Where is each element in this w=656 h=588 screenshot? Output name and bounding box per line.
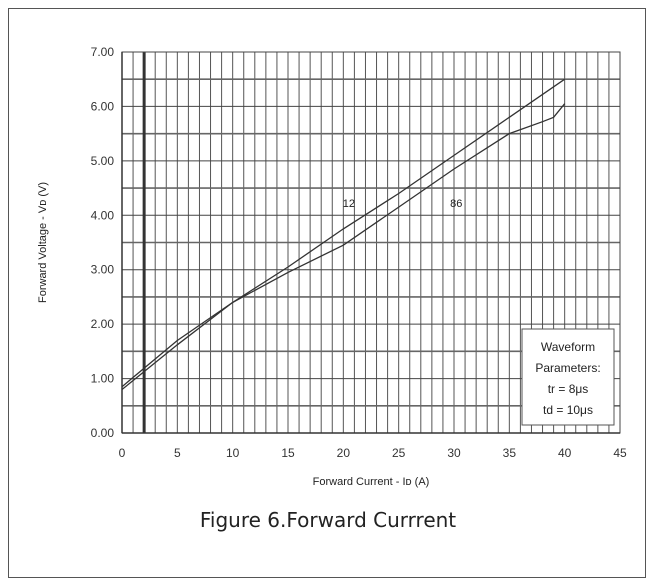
y-tick-label: 4.00 [91, 208, 115, 222]
legend-line: Parameters: [535, 361, 600, 375]
y-tick-label: 7.00 [91, 45, 115, 59]
x-tick-label: 10 [226, 446, 240, 460]
x-tick-label: 35 [503, 446, 517, 460]
annotation-label: 86 [450, 198, 462, 210]
axes [121, 51, 621, 434]
x-tick-label: 0 [119, 446, 126, 460]
curve-annotations: 12 86 [343, 198, 463, 210]
legend-line: Waveform [541, 340, 595, 354]
legend-line: tr = 8μs [548, 382, 589, 396]
annotation-label: 12 [343, 198, 355, 210]
legend-box [521, 328, 615, 426]
y-tick-label: 2.00 [91, 317, 115, 331]
x-tick-label: 45 [613, 446, 627, 460]
y-tick-label: 6.00 [91, 99, 115, 113]
waveform-legend: Waveform Parameters: tr = 8μs td = 10μs [521, 328, 615, 426]
legend-line: td = 10μs [543, 403, 593, 417]
y-tick-label: 1.00 [91, 372, 115, 386]
x-tick-label: 5 [174, 446, 181, 460]
grid-minor [122, 52, 620, 433]
y-tick-label: 0.00 [91, 426, 115, 440]
y-tick-label: 5.00 [91, 154, 115, 168]
x-tick-label: 15 [281, 446, 295, 460]
x-tick-label: 25 [392, 446, 406, 460]
y-axis-title: Forward Voltage - Vᴅ (V) [37, 182, 49, 303]
x-axis-title: Forward Current - Iᴅ (A) [313, 476, 430, 488]
x-tick-label: 40 [558, 446, 572, 460]
series-lines [121, 78, 566, 391]
x-tick-labels: 0 5 10 15 20 25 30 35 40 45 [119, 446, 627, 460]
x-tick-label: 30 [447, 446, 461, 460]
x-tick-label: 20 [337, 446, 351, 460]
figure-caption: Figure 6.Forward Currrent [199, 508, 457, 532]
series-line-12 [121, 78, 566, 388]
y-tick-label: 3.00 [91, 263, 115, 277]
y-tick-labels: 0.00 1.00 2.00 3.00 4.00 5.00 6.00 7.00 [91, 45, 115, 440]
series-line-86 [121, 103, 566, 391]
